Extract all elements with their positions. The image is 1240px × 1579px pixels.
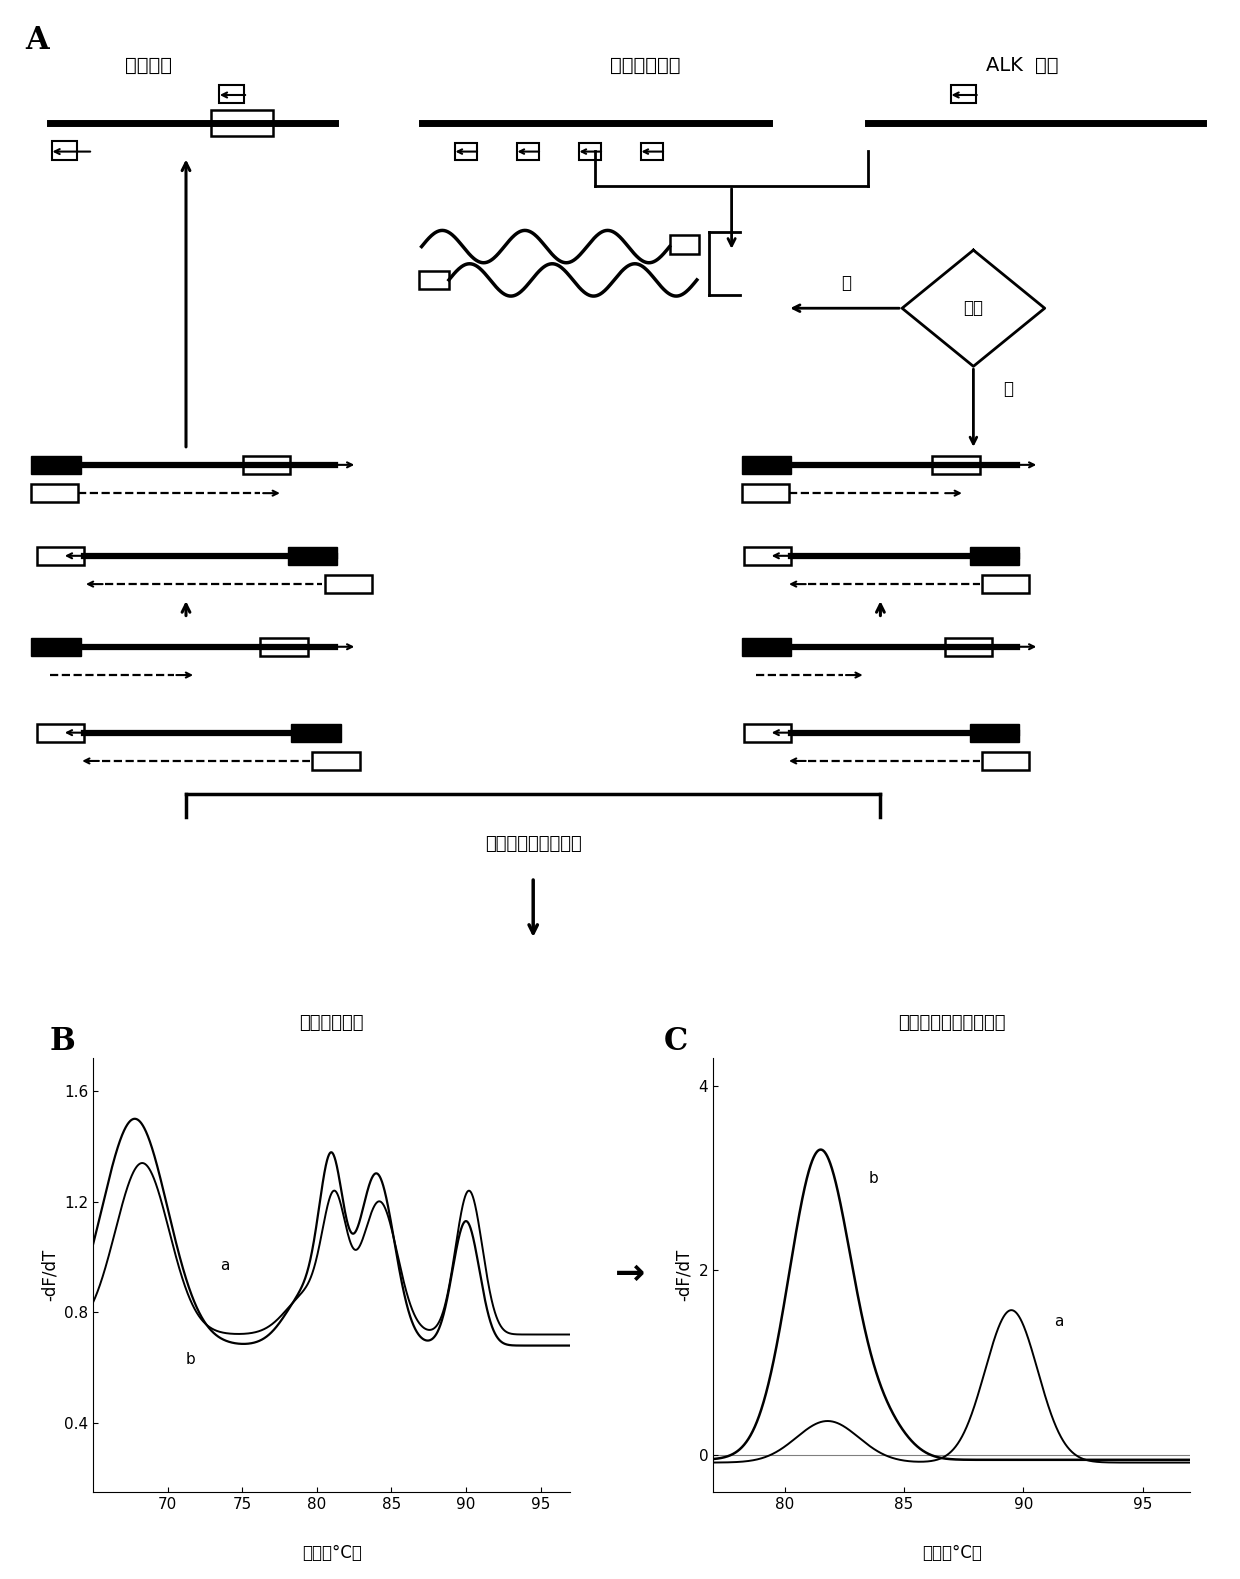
Text: 是: 是 (1003, 379, 1013, 398)
Text: a: a (1054, 1314, 1064, 1330)
Text: ALK: ALK (986, 57, 1029, 76)
Bar (52, 142, 77, 159)
Bar (641, 144, 663, 159)
Bar (744, 723, 791, 742)
Bar (31, 485, 78, 502)
Text: 背景去除和标准化计算: 背景去除和标准化计算 (898, 1014, 1006, 1033)
Text: C: C (663, 1026, 688, 1058)
Bar (945, 638, 992, 655)
Bar (517, 144, 539, 159)
Bar (37, 546, 84, 565)
Bar (419, 272, 449, 289)
Bar (455, 144, 477, 159)
Bar (31, 456, 81, 474)
Bar (951, 85, 976, 103)
Bar (312, 752, 360, 771)
Bar (260, 638, 308, 655)
Text: →: → (615, 1257, 645, 1292)
Text: 温度（°C）: 温度（°C） (301, 1544, 362, 1562)
Bar (37, 723, 84, 742)
Bar (932, 456, 980, 474)
Bar (970, 546, 1019, 565)
Bar (970, 723, 1019, 742)
Text: 温度（°C）: 温度（°C） (921, 1544, 982, 1562)
Bar (219, 85, 244, 103)
Text: a: a (219, 1258, 229, 1273)
Bar (31, 638, 81, 655)
Bar (670, 235, 699, 254)
Polygon shape (903, 249, 1044, 366)
Text: 高分辨融解曲线分析: 高分辨融解曲线分析 (485, 835, 582, 853)
Bar (243, 456, 290, 474)
Bar (742, 638, 791, 655)
Bar (744, 546, 791, 565)
Bar (211, 111, 273, 136)
Y-axis label: -dF/dT: -dF/dT (675, 1249, 693, 1301)
Text: 融合: 融合 (963, 300, 983, 317)
Text: 否: 否 (841, 275, 852, 292)
Text: 融解曲线分析: 融解曲线分析 (299, 1014, 365, 1033)
Bar (288, 546, 337, 565)
Text: A: A (25, 25, 48, 57)
Text: b: b (868, 1170, 878, 1186)
Text: 融合伴侣基因: 融合伴侣基因 (610, 57, 680, 76)
Bar (742, 456, 791, 474)
Bar (291, 723, 341, 742)
Bar (325, 575, 372, 594)
Bar (982, 575, 1029, 594)
Y-axis label: -dF/dT: -dF/dT (41, 1249, 58, 1301)
Text: 基因: 基因 (1035, 57, 1059, 76)
Text: b: b (186, 1352, 195, 1367)
Text: B: B (50, 1026, 76, 1058)
Text: 内参基因: 内参基因 (125, 57, 172, 76)
Bar (742, 485, 789, 502)
Bar (579, 144, 601, 159)
Bar (982, 752, 1029, 771)
